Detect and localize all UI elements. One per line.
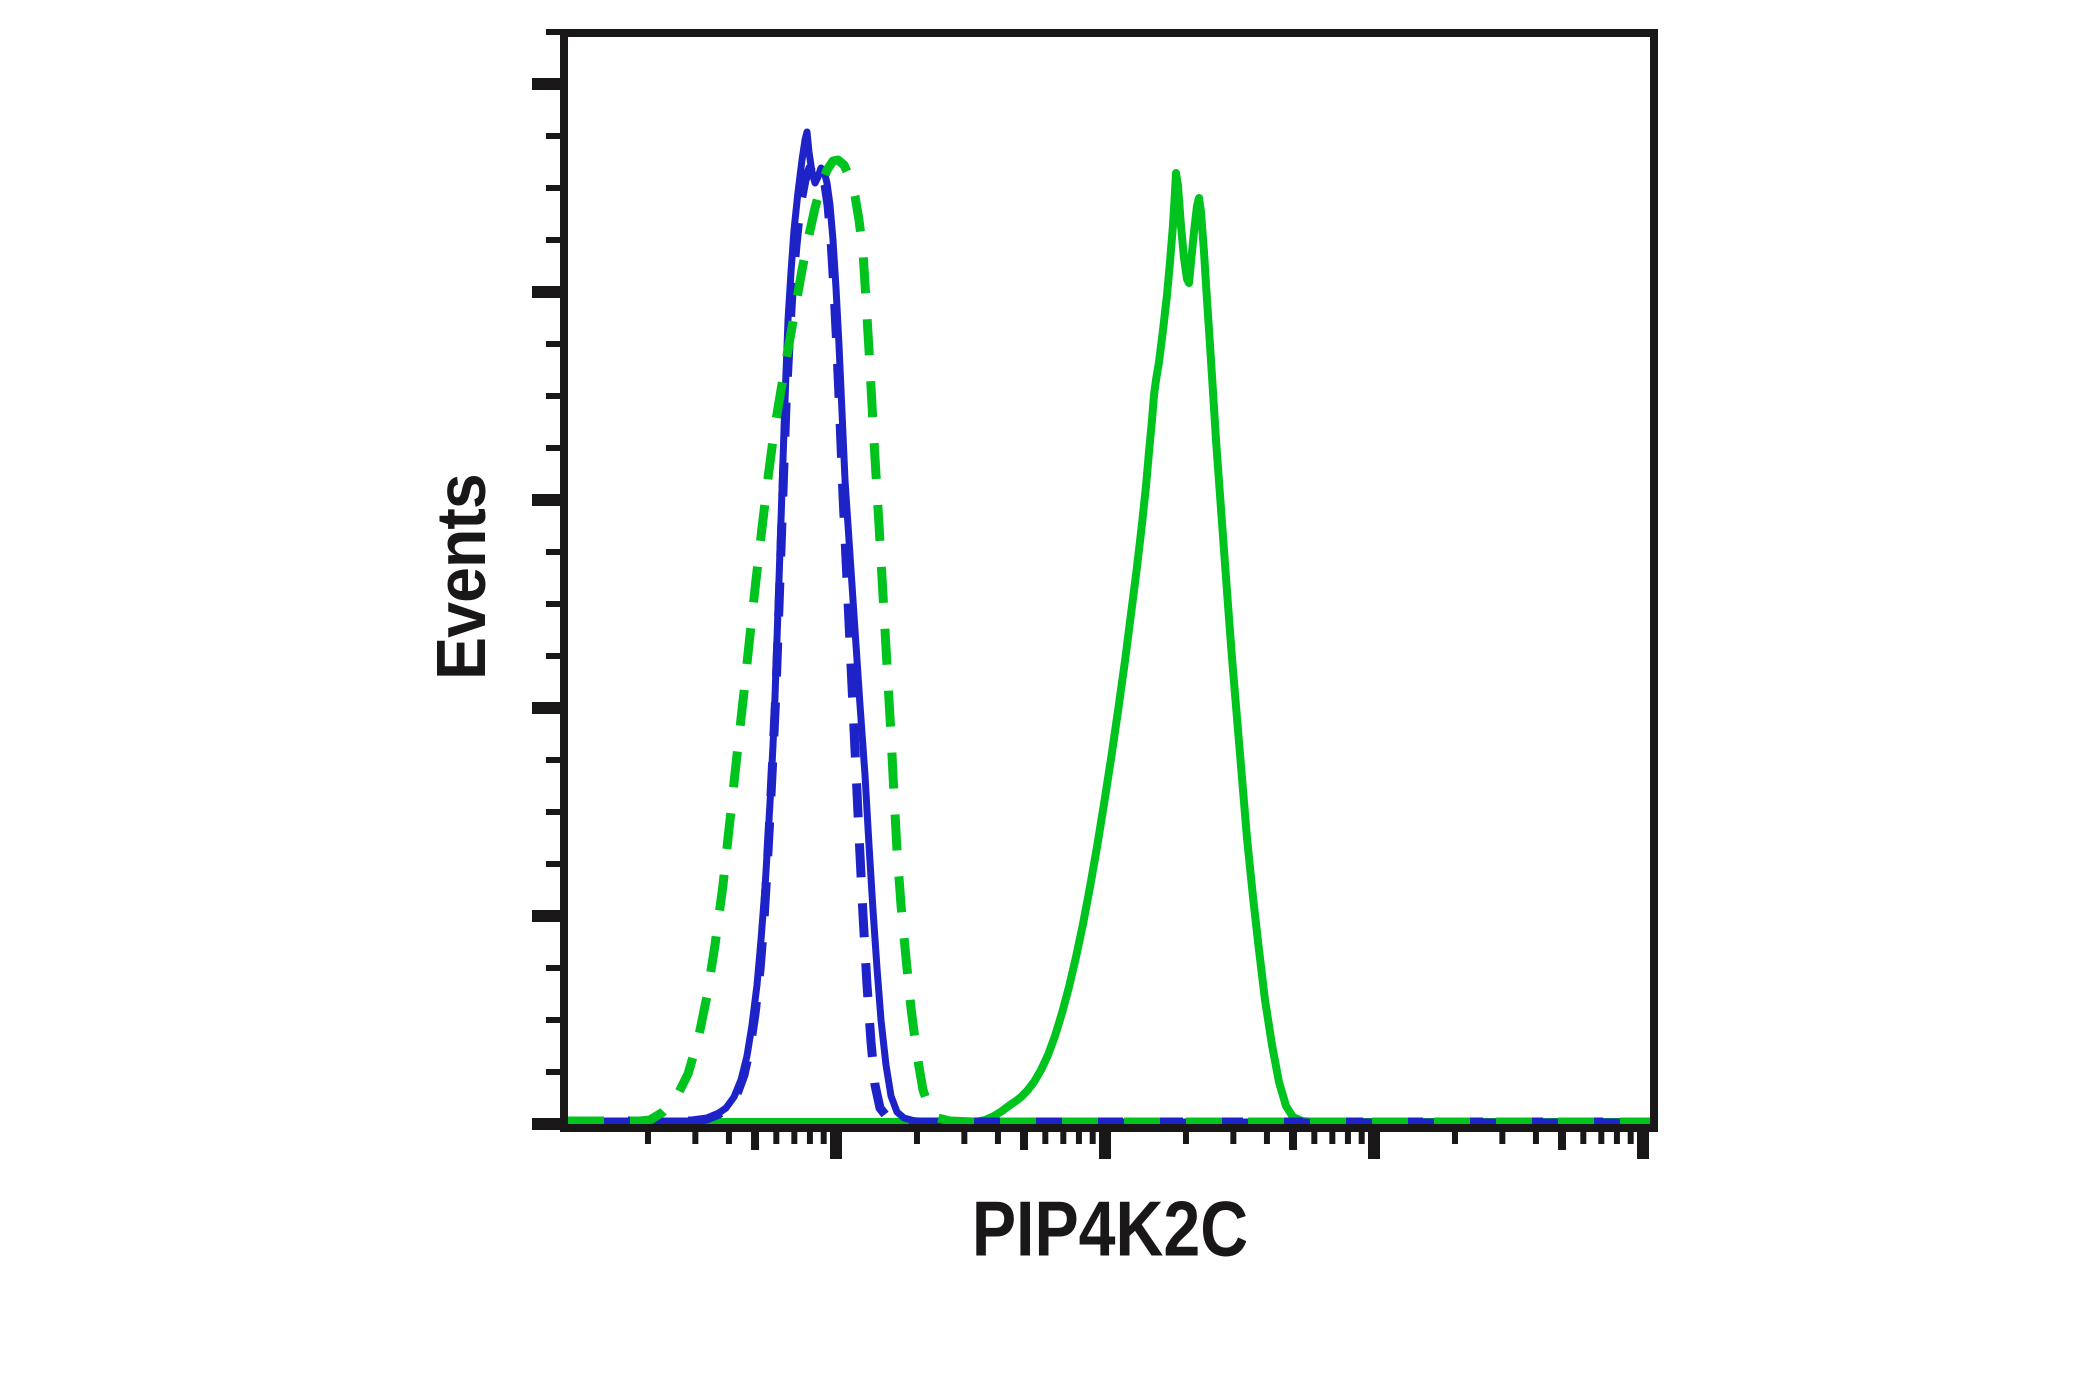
x-axis-label: PIP4K2C bbox=[947, 1184, 1272, 1275]
curve-blue-solid-control bbox=[568, 128, 1650, 1126]
curve-green-dashed-stained bbox=[568, 155, 1650, 1127]
curve-blue-dashed-control bbox=[568, 159, 1650, 1127]
curve-green-solid-stained bbox=[568, 169, 1650, 1126]
plot-frame bbox=[560, 29, 1658, 1132]
y-axis-label-text: Events bbox=[422, 474, 500, 680]
x-axis-label-text: PIP4K2C bbox=[971, 1184, 1249, 1273]
y-axis-label: Events bbox=[421, 465, 501, 689]
